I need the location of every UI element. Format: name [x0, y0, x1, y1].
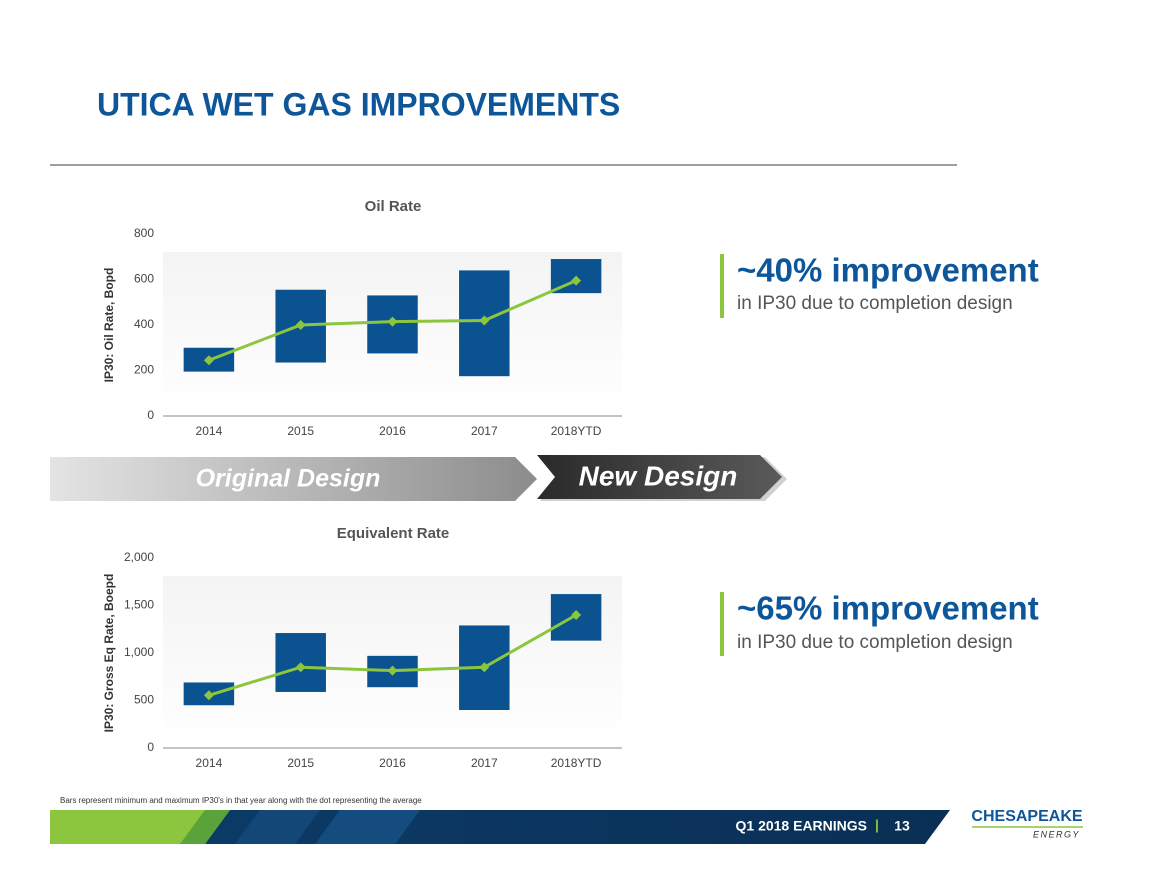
- average-marker: [571, 610, 582, 620]
- y-tick-label: 2,000: [124, 550, 154, 564]
- callout-headline: ~40% improvement: [737, 252, 1039, 289]
- x-tick-label: 2018YTD: [551, 756, 602, 770]
- x-tick-label: 2016: [379, 756, 406, 770]
- logo-name: CHESAPEAKE: [971, 808, 1082, 825]
- average-marker: [203, 690, 214, 701]
- callout-bar: [720, 254, 724, 318]
- y-tick-label: 1,000: [124, 645, 154, 659]
- average-marker: [295, 320, 306, 330]
- original-design-arrow: [50, 457, 537, 501]
- callout-text: in IP30 due to completion design: [737, 632, 1013, 653]
- logo-tagline: ENERGY: [1033, 829, 1080, 839]
- footer-accent: [50, 810, 230, 844]
- y-tick-label: 0: [147, 740, 154, 754]
- x-tick-label: 2015: [287, 756, 314, 770]
- page-number: 13: [894, 818, 910, 834]
- x-tick-label: 2014: [196, 424, 223, 438]
- callout-headline: ~65% improvement: [737, 590, 1039, 627]
- footer-separator: |: [875, 817, 879, 833]
- slide-title: UTICA WET GAS IMPROVEMENTS: [97, 86, 620, 122]
- y-tick-label: 600: [134, 272, 154, 286]
- y-axis-label: IP30: Gross Eq Rate, Boepd: [102, 574, 116, 733]
- x-tick-label: 2014: [196, 756, 223, 770]
- y-tick-label: 1,500: [124, 598, 154, 612]
- design-label: Original Design: [196, 465, 381, 493]
- y-tick-label: 0: [147, 408, 154, 422]
- x-tick-label: 2015: [287, 424, 314, 438]
- footnote: Bars represent minimum and maximum IP30'…: [60, 796, 422, 805]
- average-marker: [479, 315, 490, 326]
- footer-stripe: [315, 810, 420, 844]
- average-marker: [571, 275, 582, 286]
- x-tick-label: 2016: [379, 424, 406, 438]
- footer-accent: [180, 810, 230, 844]
- y-tick-label: 400: [134, 317, 154, 331]
- average-marker: [387, 316, 398, 327]
- y-axis-label: IP30: Oil Rate, Bopd: [102, 268, 116, 383]
- average-marker: [479, 662, 490, 673]
- y-tick-label: 200: [134, 363, 154, 377]
- y-tick-label: 500: [134, 693, 154, 707]
- new-design-arrow: [537, 455, 782, 499]
- x-tick-label: 2017: [471, 756, 498, 770]
- y-tick-label: 800: [134, 226, 154, 240]
- average-marker: [203, 355, 214, 366]
- average-marker: [387, 665, 398, 676]
- charts: Oil Rate IP30: Oil Rate, Bopd 0 200 400 600 80…: [102, 198, 622, 770]
- average-marker: [295, 662, 306, 673]
- footer-stripe: [235, 810, 320, 844]
- design-label: New Design: [579, 460, 738, 491]
- footer-label: Q1 2018 EARNINGS: [736, 818, 868, 834]
- callout-bar: [720, 592, 724, 656]
- x-tick-label: 2018YTD: [551, 424, 602, 438]
- x-tick-label: 2017: [471, 424, 498, 438]
- chart-title: Oil Rate: [365, 198, 422, 215]
- callout-text: in IP30 due to completion design: [737, 293, 1013, 314]
- chart-title: Equivalent Rate: [337, 525, 450, 542]
